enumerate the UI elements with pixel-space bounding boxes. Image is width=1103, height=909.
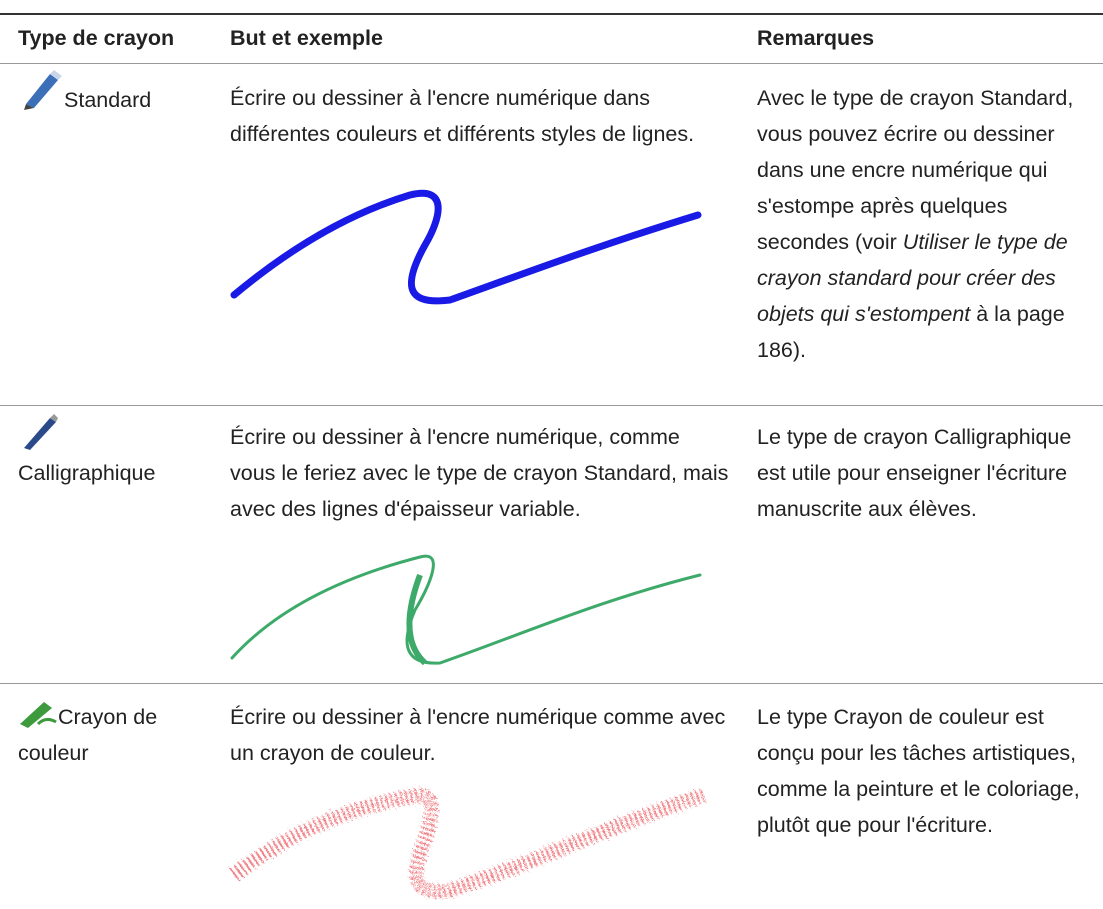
remark-run: Avec le type de crayon Standard, vous po… [757, 86, 1074, 254]
pen-type: Standard [64, 88, 152, 112]
calligraphy-icon [24, 414, 58, 450]
row-rule [0, 63, 1103, 64]
pen-type: Crayon de couleur [18, 705, 158, 765]
column-header: Remarques [757, 26, 875, 50]
standard-stroke [230, 189, 702, 305]
row-rule [0, 683, 1103, 684]
remark-text: Avec le type de crayon Standard, vous po… [757, 80, 1097, 368]
pen-icon [24, 70, 62, 110]
row-rule [0, 405, 1103, 406]
remark-text: Le type Crayon de couleur est conçu pour… [757, 705, 1080, 837]
purpose-text: Écrire ou dessiner à l'encre numérique, … [230, 425, 729, 521]
top-rule [0, 13, 1103, 15]
crayon-stroke [229, 787, 708, 899]
remark-link: Utiliser le type de crayon standard pour… [757, 230, 1068, 326]
column-header: Type de crayon [18, 26, 175, 50]
column-header: But et exemple [230, 26, 383, 50]
crayon-icon [20, 702, 57, 728]
calligraphy-stroke [230, 554, 702, 666]
purpose-text: Écrire ou dessiner à l'encre numérique d… [230, 86, 695, 146]
remark-run: à la page 186). [757, 302, 1065, 362]
remark-text: Le type de crayon Calligraphique est uti… [757, 425, 1072, 521]
pen-type: Calligraphique [18, 461, 156, 485]
purpose-text: Écrire ou dessiner à l'encre numérique c… [230, 705, 726, 765]
